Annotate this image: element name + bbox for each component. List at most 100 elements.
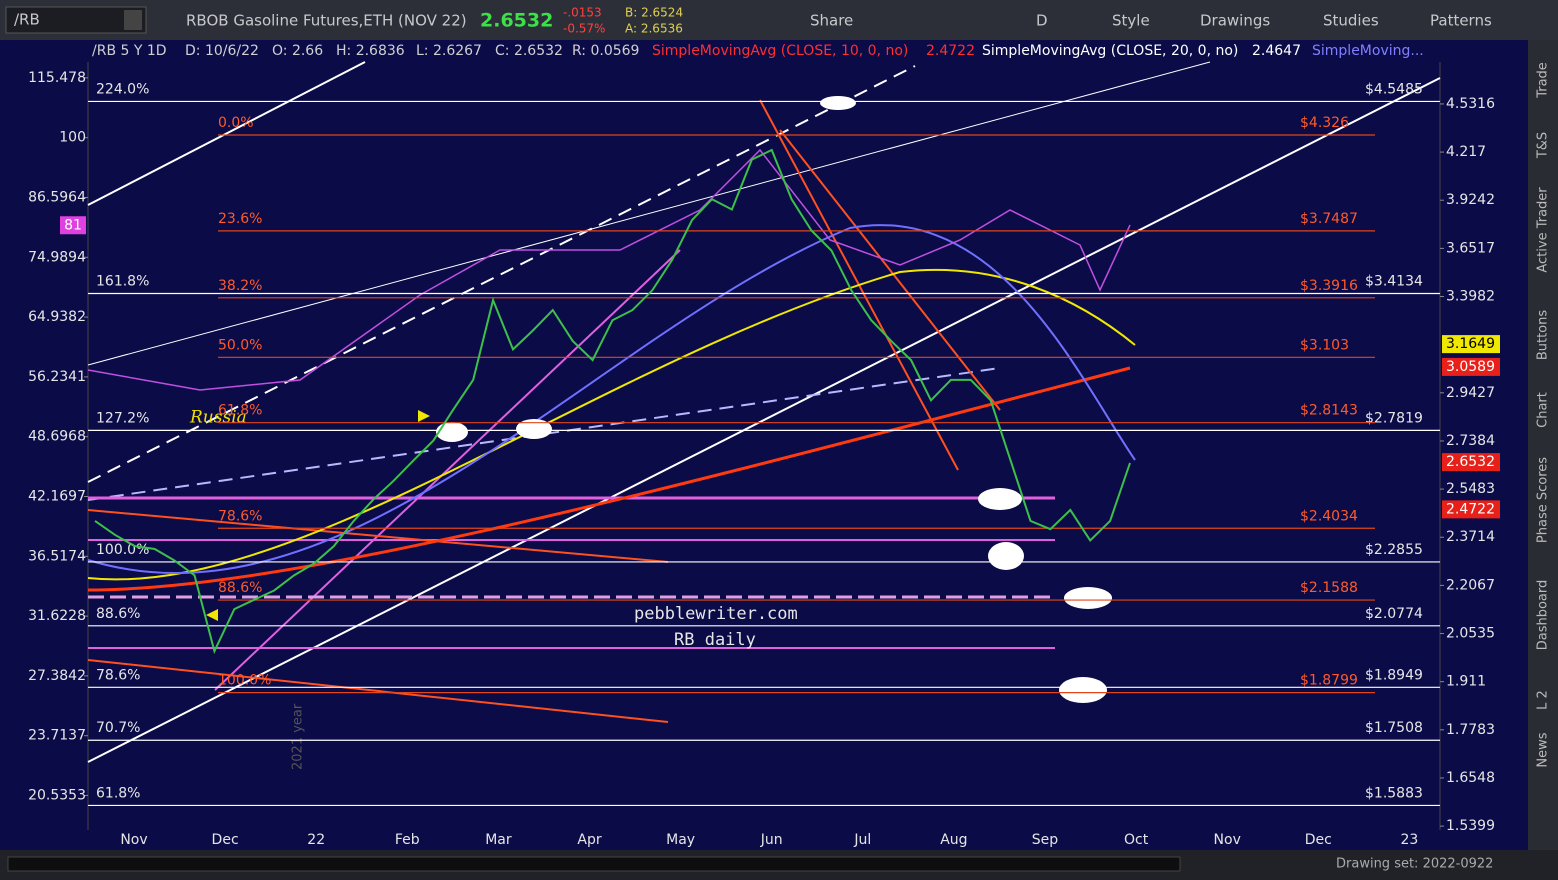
fib-value: $1.8799 — [1300, 673, 1358, 689]
y-tick-label: 1.7783 — [1446, 722, 1495, 738]
y-tick-label: 4.5316 — [1446, 96, 1495, 112]
fib-value: $2.4034 — [1300, 508, 1358, 524]
markers — [436, 96, 1112, 703]
side-tab[interactable]: Active Trader — [1536, 187, 1551, 273]
x-tick-label: Dec — [212, 832, 239, 848]
toolbar-button[interactable]: Share — [810, 12, 853, 30]
price-box-label: 2.6532 — [1446, 454, 1495, 470]
moving-average — [87, 366, 1131, 592]
price-box-label: 3.1649 — [1446, 336, 1495, 352]
fib-label: 50.0% — [218, 337, 262, 353]
toolbar-button[interactable]: Drawings — [1200, 12, 1270, 30]
side-tab[interactable]: Phase Scores — [1536, 457, 1551, 543]
scrollbar[interactable] — [7, 856, 1181, 872]
y-tick-label: 4.217 — [1446, 144, 1486, 160]
price-box — [1442, 500, 1500, 519]
x-tick-label: Jul — [853, 832, 871, 848]
fib-value: $3.103 — [1300, 337, 1349, 353]
y2-tick-label: 86.5964 — [28, 189, 86, 205]
fib-value: $3.7487 — [1300, 211, 1358, 227]
y2-tick-label: 23.7137 — [28, 728, 86, 744]
level-value: $1.8949 — [1365, 667, 1423, 683]
y-tick-label: 2.5483 — [1446, 481, 1495, 497]
level-value: $2.7819 — [1365, 410, 1423, 426]
header-item: C: 2.6532 — [495, 43, 563, 59]
y2-tick-label: 74.9894 — [28, 249, 86, 265]
side-tab[interactable]: Buttons — [1536, 310, 1551, 361]
fib-label: 38.2% — [218, 278, 262, 294]
y2-tick-label: 48.6968 — [28, 429, 86, 445]
symbol-box[interactable] — [5, 6, 147, 34]
toolbar-button[interactable]: Patterns — [1430, 12, 1492, 30]
level-value: $3.4134 — [1365, 274, 1423, 290]
price-line — [94, 148, 1131, 655]
y-tick-label: 3.9242 — [1446, 192, 1495, 208]
x-tick-label: 22 — [307, 832, 325, 848]
y2-tick-label: 31.6228 — [28, 608, 86, 624]
annotation: 2021 year — [291, 703, 306, 770]
price-box — [1442, 335, 1500, 354]
drawing-set: Drawing set: 2022-0922 — [1336, 857, 1493, 872]
x-tick-label: Dec — [1305, 832, 1332, 848]
x-tick-label: Feb — [395, 832, 420, 848]
level-label: 61.8% — [96, 785, 140, 801]
trendline — [87, 61, 366, 206]
marker — [1064, 587, 1112, 609]
toolbar-button[interactable]: Studies — [1323, 12, 1379, 30]
description: RBOB Gasoline Futures,ETH (NOV 22) — [186, 12, 467, 30]
fib-value: $2.1588 — [1300, 580, 1358, 596]
bid: B: 2.6524 — [625, 6, 683, 20]
y2-tick-label: 42.1697 — [28, 489, 86, 505]
study-name: SimpleMoving... — [1312, 43, 1424, 59]
side-panel — [1528, 40, 1558, 850]
level-label: 127.2% — [96, 410, 149, 426]
change-pct: -0.57% — [563, 22, 605, 36]
x-tick-label: May — [666, 832, 695, 848]
trendline — [87, 659, 669, 723]
study-name: SimpleMovingAvg (CLOSE, 20, 0, no) — [982, 43, 1238, 59]
toolbar-button[interactable]: D — [1036, 12, 1048, 30]
trendline — [214, 249, 681, 691]
y-tick-label: 1.5399 — [1446, 818, 1495, 834]
fib-value: $4.326 — [1300, 115, 1349, 131]
header-item: D: 10/6/22 — [185, 43, 259, 59]
level-value: $2.2855 — [1365, 542, 1423, 558]
x-tick-label: Sep — [1032, 832, 1059, 848]
y2-tick-label: 20.5353 — [28, 788, 86, 804]
trendline — [779, 129, 1001, 411]
side-tab[interactable]: Trade — [1536, 62, 1551, 99]
level-label: 224.0% — [96, 81, 149, 97]
marker — [978, 488, 1022, 510]
x-tick-label: Oct — [1124, 832, 1149, 848]
y2-tick-label: 100 — [59, 130, 86, 146]
y-tick-label: 2.3714 — [1446, 529, 1495, 545]
header-item: H: 2.6836 — [336, 43, 405, 59]
fib-label: 61.8% — [218, 403, 262, 419]
x-tick-label: Aug — [940, 832, 967, 848]
y-tick-label: 2.0535 — [1446, 626, 1495, 642]
annotation: pebblewriter.com — [634, 604, 798, 624]
side-tab[interactable]: News — [1536, 732, 1551, 767]
side-tab[interactable]: Chart — [1536, 392, 1551, 428]
side-tab[interactable]: Dashboard — [1536, 580, 1551, 651]
ask: A: 2.6536 — [625, 22, 683, 36]
fib-value: $2.8143 — [1300, 403, 1358, 419]
symbol[interactable]: /RB — [14, 11, 40, 29]
rsi-line — [87, 148, 1131, 391]
symbol-dropdown[interactable] — [124, 10, 142, 30]
x-tick-label: Nov — [1214, 832, 1241, 848]
price-box — [1442, 453, 1500, 472]
toolbar-button[interactable]: Style — [1112, 12, 1150, 30]
side-tab[interactable]: L 2 — [1536, 690, 1551, 710]
y-tick-label: 3.6517 — [1446, 240, 1495, 256]
last-price: 2.6532 — [480, 10, 553, 32]
header-item: O: 2.66 — [272, 43, 323, 59]
y-tick-label: 1.6548 — [1446, 770, 1495, 786]
y-tick-label: 3.3982 — [1446, 289, 1495, 305]
annotation: RB daily — [674, 630, 756, 650]
side-tab[interactable]: T&S — [1536, 132, 1551, 159]
marker — [436, 422, 468, 442]
study-value: 2.4722 — [926, 43, 975, 59]
